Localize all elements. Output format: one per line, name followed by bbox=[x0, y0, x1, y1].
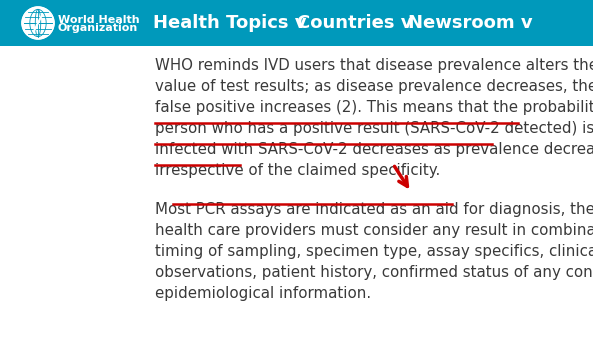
Bar bbox=[0, 0, 593, 46]
Text: health care providers must consider any result in combination with: health care providers must consider any … bbox=[155, 223, 593, 238]
Text: timing of sampling, specimen type, assay specifics, clinical: timing of sampling, specimen type, assay… bbox=[155, 244, 593, 259]
Text: value of test results; as disease prevalence decreases, the risk of: value of test results; as disease preval… bbox=[155, 79, 593, 94]
Text: Newsroom v: Newsroom v bbox=[408, 14, 533, 32]
Text: infected with SARS-CoV-2 decreases as prevalence decreases,: infected with SARS-CoV-2 decreases as pr… bbox=[155, 142, 593, 157]
Text: Organization: Organization bbox=[58, 23, 138, 33]
Text: irrespective of the claimed specificity.: irrespective of the claimed specificity. bbox=[155, 163, 440, 178]
Text: observations, patient history, confirmed status of any contacts, and: observations, patient history, confirmed… bbox=[155, 265, 593, 280]
Text: World Health: World Health bbox=[58, 15, 139, 25]
Text: Countries v: Countries v bbox=[297, 14, 413, 32]
Text: epidemiological information.: epidemiological information. bbox=[155, 286, 371, 301]
Text: false positive increases (2). This means that the probability that a: false positive increases (2). This means… bbox=[155, 100, 593, 115]
Text: Health Topics v: Health Topics v bbox=[153, 14, 307, 32]
Text: Most PCR assays are indicated as an aid for diagnosis, therefore,: Most PCR assays are indicated as an aid … bbox=[155, 202, 593, 217]
Circle shape bbox=[22, 7, 54, 39]
Text: WHO reminds IVD users that disease prevalence alters the predictive: WHO reminds IVD users that disease preva… bbox=[155, 58, 593, 73]
Text: person who has a positive result (SARS-CoV-2 detected) is truly: person who has a positive result (SARS-C… bbox=[155, 121, 593, 136]
